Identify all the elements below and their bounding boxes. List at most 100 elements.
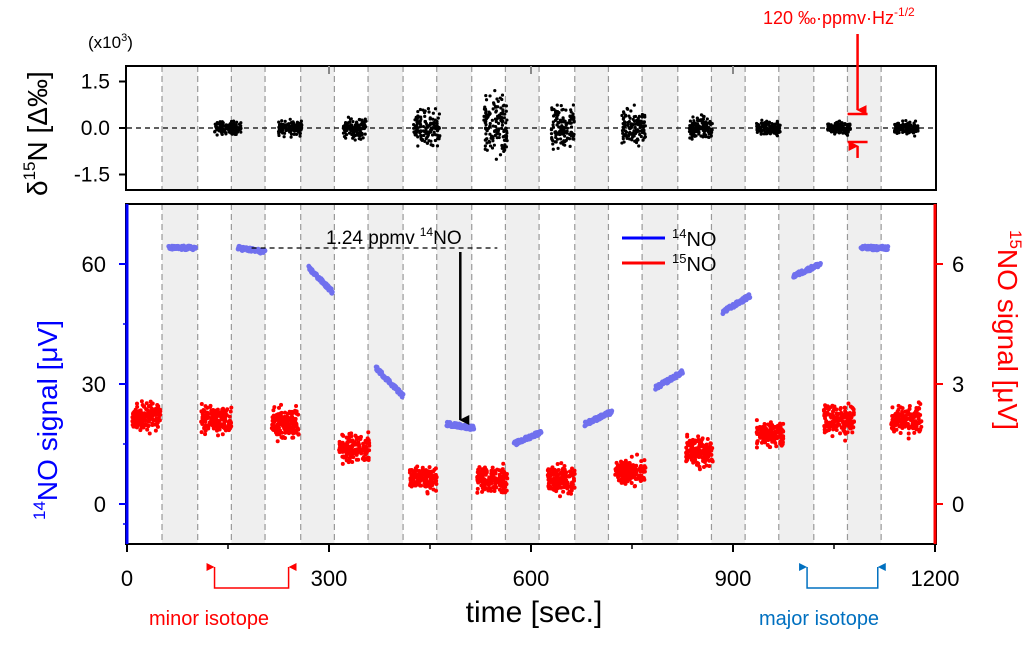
- delta-point: [437, 126, 441, 130]
- delta-point: [636, 119, 640, 124]
- point-15no: [755, 441, 760, 446]
- point-15no: [556, 475, 561, 480]
- point-15no: [758, 435, 763, 440]
- minor-bracket: [206, 563, 297, 589]
- point-15no: [623, 466, 628, 471]
- point-15no: [638, 473, 643, 478]
- delta-point: [360, 118, 364, 122]
- delta-point: [490, 118, 494, 122]
- delta-point: [556, 120, 560, 125]
- delta-point: [361, 136, 365, 140]
- delta-point: [690, 137, 694, 141]
- point-15no: [690, 437, 695, 442]
- delta-point: [501, 112, 505, 116]
- point-15no: [146, 404, 151, 409]
- delta-point: [299, 119, 303, 123]
- delta-point: [502, 138, 507, 142]
- point-15no: [567, 474, 572, 479]
- point-15no: [570, 466, 575, 471]
- point-15no: [275, 439, 280, 444]
- delta-point: [758, 125, 762, 129]
- delta-point: [502, 116, 506, 120]
- delta-point: [554, 140, 558, 144]
- delta-point: [363, 132, 367, 136]
- delta-point: [622, 122, 626, 126]
- top-y-axis-label: δ15N [Δ‰]: [20, 71, 53, 196]
- delta-point: [279, 122, 283, 126]
- point-15no: [550, 481, 555, 486]
- point-15no: [904, 416, 909, 421]
- point-15no: [432, 467, 437, 472]
- delta-point: [488, 132, 492, 136]
- delta-point: [632, 115, 636, 119]
- delta-point: [346, 115, 351, 119]
- point-15no: [889, 420, 894, 425]
- delta-point: [234, 132, 238, 136]
- point-15no: [281, 417, 286, 422]
- concentration-marker: [251, 247, 498, 425]
- point-15no: [296, 427, 301, 432]
- point-15no: [288, 416, 293, 421]
- point-15no: [290, 428, 295, 433]
- bottom-shaded-band: [162, 204, 198, 544]
- point-15no: [754, 445, 759, 450]
- point-15no: [625, 470, 630, 475]
- point-15no: [843, 431, 848, 436]
- point-15no: [296, 432, 301, 437]
- delta-point: [213, 122, 217, 126]
- delta-point: [563, 134, 567, 138]
- point-15no: [422, 477, 427, 482]
- delta-point: [363, 125, 367, 129]
- delta-point: [628, 137, 632, 141]
- point-15no: [428, 485, 433, 490]
- delta-point: [502, 149, 506, 153]
- point-15no: [493, 479, 498, 484]
- point-15no: [153, 428, 158, 433]
- delta-point: [551, 138, 555, 143]
- delta-point: [502, 103, 506, 107]
- delta-point: [359, 123, 363, 127]
- delta-point: [632, 134, 636, 138]
- delta-point: [282, 135, 286, 139]
- point-15no: [847, 419, 852, 424]
- delta-point: [625, 121, 630, 125]
- delta-point: [764, 126, 768, 130]
- delta-point: [484, 93, 488, 98]
- delta-point: [760, 118, 764, 122]
- delta-point: [572, 120, 576, 124]
- delta-point: [690, 131, 694, 135]
- point-15no: [773, 434, 778, 439]
- delta-point: [280, 119, 284, 123]
- point-15no: [476, 477, 481, 482]
- bottom-shaded-band: [505, 204, 540, 544]
- x-tick-label: 1200: [911, 566, 960, 591]
- point-15no: [497, 487, 502, 492]
- point-15no: [759, 440, 764, 445]
- delta-point: [895, 131, 899, 136]
- delta-point: [423, 114, 427, 118]
- point-15no: [201, 415, 206, 420]
- delta-point: [913, 134, 917, 138]
- point-15no: [214, 423, 219, 428]
- point-15no: [479, 474, 484, 479]
- delta-point: [341, 124, 346, 128]
- point-15no: [641, 469, 646, 474]
- point-15no: [705, 436, 710, 441]
- delta-point: [637, 144, 641, 148]
- point-15no: [477, 465, 482, 470]
- delta-point: [415, 130, 419, 134]
- point-15no: [352, 440, 357, 445]
- delta-point: [893, 130, 897, 134]
- delta-point: [292, 132, 296, 136]
- point-15no: [344, 435, 349, 440]
- delta-point: [498, 153, 503, 157]
- point-15no: [903, 424, 908, 429]
- delta-point: [554, 135, 558, 140]
- point-15no: [613, 472, 618, 477]
- delta-point: [570, 132, 575, 136]
- delta-point: [706, 121, 711, 125]
- delta-point: [416, 135, 420, 139]
- point-14no: [471, 426, 477, 432]
- point-15no: [151, 409, 156, 414]
